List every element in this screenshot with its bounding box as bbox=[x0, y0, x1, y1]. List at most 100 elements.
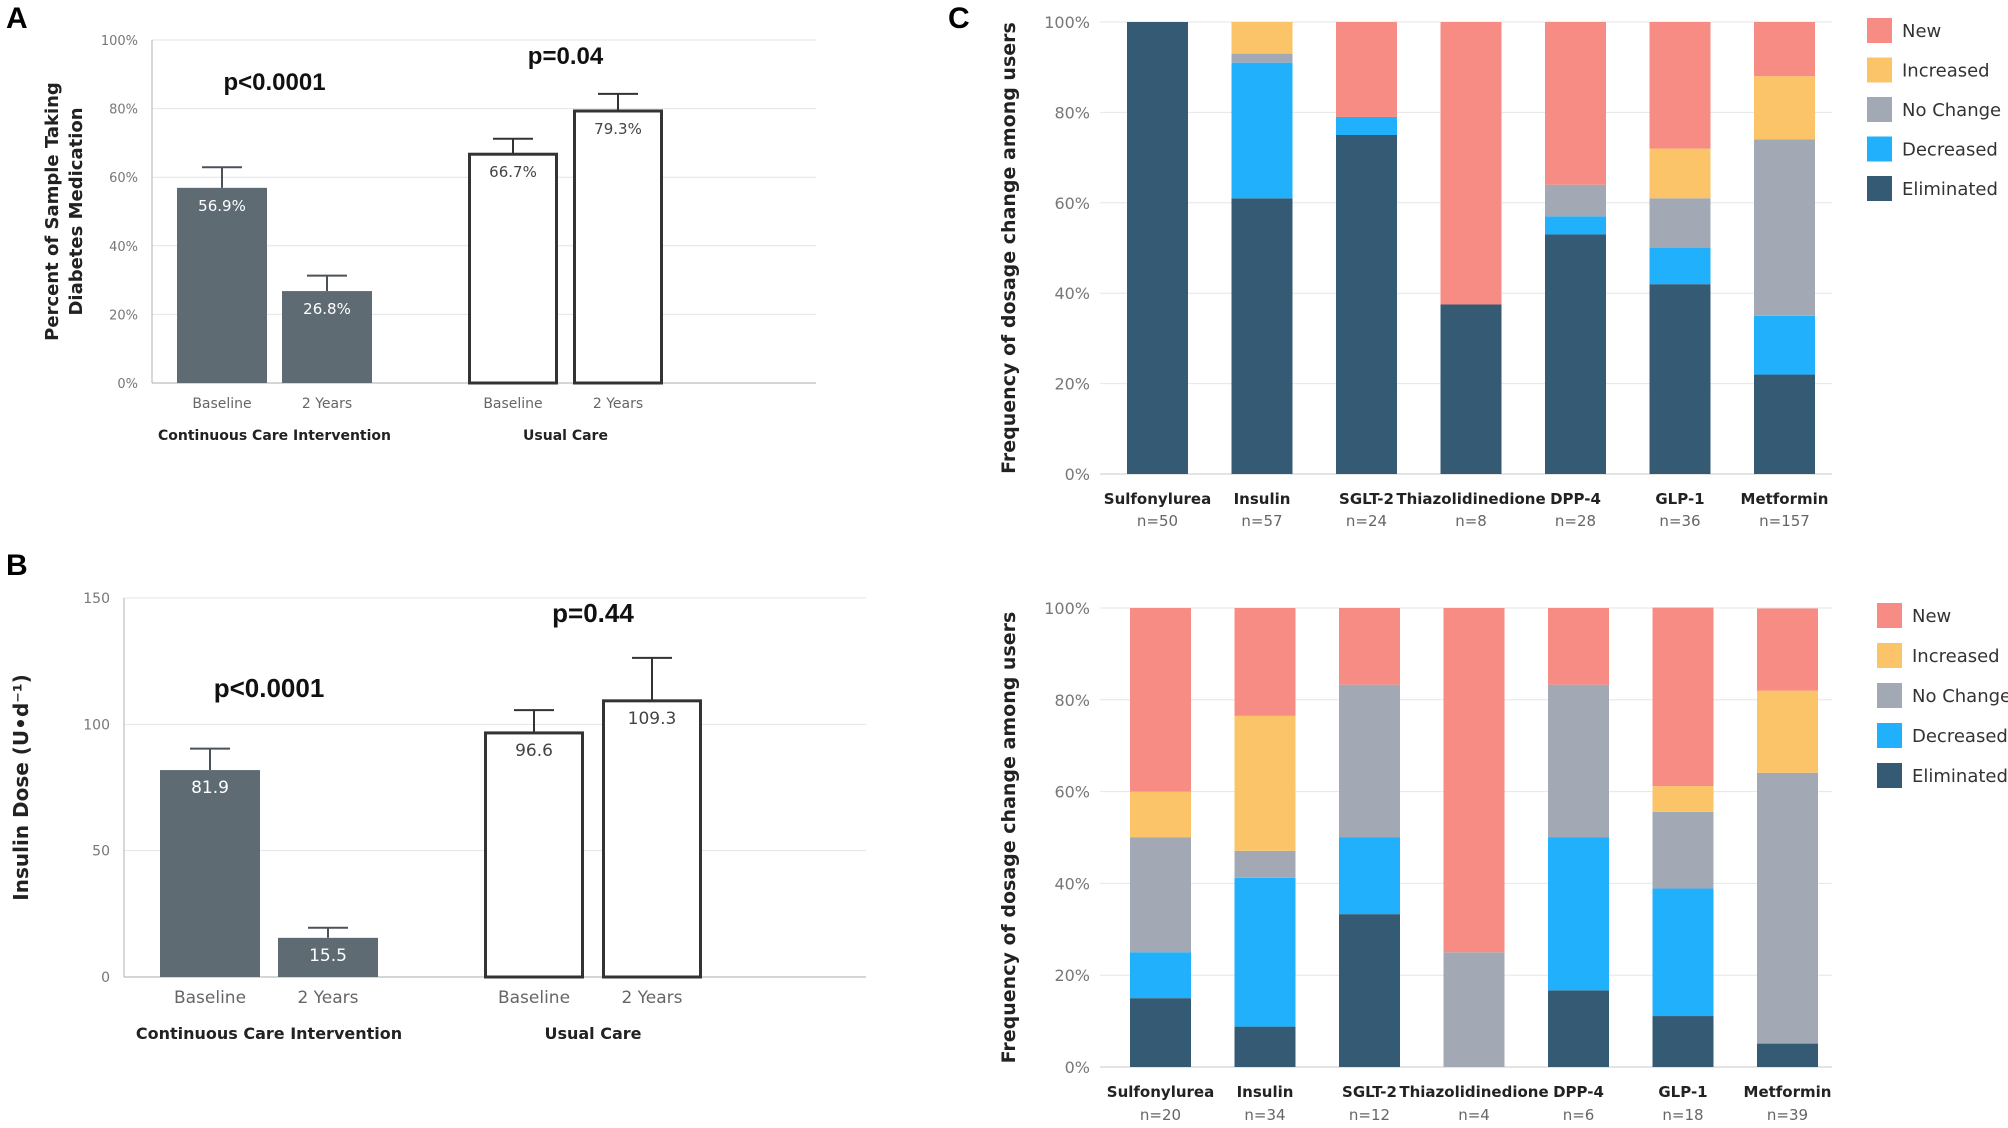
p-value-label: p=0.04 bbox=[528, 43, 604, 70]
stacked-bar-segment-no-change bbox=[1231, 53, 1293, 63]
y-tick-label: 60% bbox=[1054, 783, 1090, 802]
bar-value-label: 15.5 bbox=[309, 946, 347, 966]
stacked-bar-segment-decreased bbox=[1336, 116, 1397, 135]
stacked-bar-segment-decreased bbox=[1548, 837, 1609, 991]
legend-entry: No Change bbox=[1902, 100, 2001, 121]
bar bbox=[160, 770, 260, 977]
stacked-bar-segment-no-change bbox=[1339, 684, 1400, 838]
panel-label: A bbox=[6, 2, 28, 35]
legend-swatch bbox=[1877, 603, 1902, 628]
y-axis-label: Frequency of dosage change among users bbox=[998, 612, 1020, 1064]
x-tick-label: DPP-4 bbox=[1553, 1083, 1604, 1101]
y-tick-label: 40% bbox=[1054, 284, 1090, 303]
legend-swatch bbox=[1867, 57, 1892, 83]
bar-value-label: 109.3 bbox=[628, 709, 677, 729]
y-tick-label: 80% bbox=[1054, 691, 1090, 710]
stacked-bar-segment-eliminated bbox=[1754, 374, 1815, 474]
x-tick-n-label: n=57 bbox=[1241, 512, 1282, 530]
stacked-bar-segment-new bbox=[1545, 22, 1606, 185]
y-axis-label: Frequency of dosage change among users bbox=[998, 22, 1020, 474]
stacked-bar-segment-no-change bbox=[1234, 850, 1296, 878]
stacked-bar-segment-increased bbox=[1652, 786, 1714, 812]
x-tick-label: Thiazolidinedione bbox=[1399, 1083, 1548, 1101]
group-label: Continuous Care Intervention bbox=[136, 1024, 402, 1043]
x-tick-n-label: n=50 bbox=[1137, 512, 1178, 530]
panel-label: B bbox=[6, 549, 28, 582]
y-axis-label: Insulin Dose (U•d⁻¹) bbox=[9, 674, 33, 900]
stacked-bar-segment-decreased bbox=[1130, 952, 1191, 999]
y-tick-label: 40% bbox=[1054, 874, 1090, 893]
stacked-bar-segment-new bbox=[1339, 608, 1400, 685]
x-tick-n-label: n=36 bbox=[1659, 512, 1700, 530]
x-tick-label: GLP-1 bbox=[1658, 1083, 1707, 1101]
x-tick-label: Baseline bbox=[192, 396, 251, 412]
x-tick-label: Sulfonylurea bbox=[1107, 1083, 1214, 1101]
bar-value-label: 66.7% bbox=[489, 163, 537, 181]
y-tick-label: 20% bbox=[1054, 375, 1090, 394]
stacked-bar-segment-increased bbox=[1231, 22, 1293, 54]
x-tick-label: Baseline bbox=[174, 988, 246, 1008]
group-label: Continuous Care Intervention bbox=[158, 428, 391, 444]
stacked-bar-segment-no-change bbox=[1757, 772, 1818, 1044]
stacked-bar-segment-new bbox=[1443, 608, 1505, 953]
y-axis-label: Percent of Sample Taking bbox=[42, 82, 63, 341]
x-tick-label: Thiazolidinedione bbox=[1396, 490, 1545, 508]
legend-entry: Increased bbox=[1902, 61, 1990, 82]
x-tick-label: Insulin bbox=[1237, 1083, 1294, 1101]
bar bbox=[278, 937, 378, 977]
stacked-bar-segment-no-change bbox=[1649, 198, 1711, 248]
stacked-bar-segment-new bbox=[1548, 608, 1609, 685]
bar bbox=[177, 187, 267, 383]
legend-entry: Eliminated bbox=[1912, 766, 2008, 787]
group-label: Usual Care bbox=[544, 1024, 641, 1043]
legend-entry: Eliminated bbox=[1902, 179, 1998, 200]
stacked-bar-segment-decreased bbox=[1545, 216, 1606, 235]
x-tick-label: Metformin bbox=[1741, 490, 1829, 508]
y-tick-label: 60% bbox=[109, 171, 138, 186]
bar-value-label: 26.8% bbox=[303, 300, 351, 318]
x-tick-n-label: n=18 bbox=[1662, 1106, 1703, 1124]
legend-swatch bbox=[1867, 176, 1892, 201]
y-tick-label: 0% bbox=[117, 377, 138, 392]
stacked-bar-segment-decreased bbox=[1339, 837, 1400, 915]
y-tick-label: 100% bbox=[1044, 599, 1090, 618]
stacked-bar-segment-no-change bbox=[1548, 684, 1609, 838]
x-tick-n-label: n=20 bbox=[1140, 1106, 1181, 1124]
y-tick-label: 0% bbox=[1065, 465, 1090, 484]
stacked-bar-segment-eliminated bbox=[1652, 1016, 1714, 1067]
y-tick-label: 0% bbox=[1065, 1058, 1090, 1077]
x-tick-label: Sulfonylurea bbox=[1104, 490, 1211, 508]
stacked-bar-segment-new bbox=[1754, 22, 1815, 77]
stacked-bar-segment-no-change bbox=[1652, 811, 1714, 889]
y-tick-label: 80% bbox=[109, 103, 138, 118]
bar bbox=[468, 152, 558, 385]
legend-swatch bbox=[1867, 97, 1892, 122]
p-value-label: p=0.44 bbox=[552, 598, 634, 628]
legend-entry: New bbox=[1902, 21, 1941, 42]
y-axis-label: Diabetes Medication bbox=[66, 107, 87, 315]
stacked-bar-segment-new bbox=[1234, 608, 1296, 716]
bar bbox=[602, 699, 702, 979]
bar-value-label: 96.6 bbox=[515, 741, 553, 761]
stacked-bar-segment-no-change bbox=[1754, 139, 1815, 316]
stacked-bar-segment-increased bbox=[1234, 715, 1296, 851]
bar-value-label: 81.9 bbox=[191, 778, 229, 798]
stacked-bar-segment-eliminated bbox=[1127, 22, 1188, 474]
stacked-bar-segment-decreased bbox=[1649, 248, 1711, 285]
stacked-bar-segment-no-change bbox=[1545, 184, 1606, 217]
x-tick-n-label: n=4 bbox=[1458, 1106, 1490, 1124]
p-value-label: p<0.0001 bbox=[214, 673, 325, 703]
bar bbox=[573, 109, 663, 385]
legend-entry: No Change bbox=[1912, 686, 2008, 707]
x-tick-label: 2 Years bbox=[593, 396, 643, 412]
y-tick-label: 40% bbox=[109, 240, 138, 255]
legend-entry: Decreased bbox=[1912, 726, 2008, 747]
stacked-bar-segment-eliminated bbox=[1548, 990, 1609, 1067]
bar bbox=[484, 731, 584, 979]
x-tick-n-label: n=34 bbox=[1244, 1106, 1285, 1124]
y-tick-label: 50 bbox=[92, 844, 110, 860]
x-tick-label: 2 Years bbox=[302, 396, 352, 412]
stacked-bar-segment-increased bbox=[1649, 148, 1711, 199]
x-tick-label: 2 Years bbox=[621, 988, 682, 1008]
